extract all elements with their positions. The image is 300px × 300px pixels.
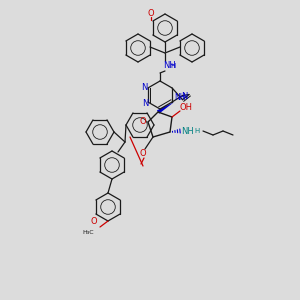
Text: H₃C: H₃C <box>82 230 94 236</box>
Text: N: N <box>142 98 148 107</box>
Text: NH: NH <box>182 127 194 136</box>
Text: N: N <box>181 92 188 101</box>
Text: H: H <box>170 63 175 69</box>
Text: O: O <box>140 149 146 158</box>
Text: OH: OH <box>179 103 193 112</box>
Text: NH: NH <box>174 93 185 102</box>
Text: O: O <box>148 10 154 19</box>
Text: NH: NH <box>163 61 176 70</box>
Polygon shape <box>157 102 174 114</box>
Text: H: H <box>194 128 200 134</box>
Text: O: O <box>91 217 97 226</box>
Text: O: O <box>140 118 146 127</box>
Text: N: N <box>141 83 147 92</box>
